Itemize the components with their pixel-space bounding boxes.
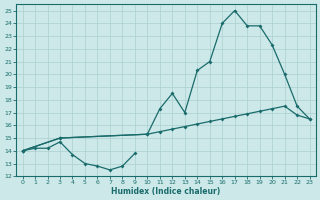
- X-axis label: Humidex (Indice chaleur): Humidex (Indice chaleur): [111, 187, 221, 196]
